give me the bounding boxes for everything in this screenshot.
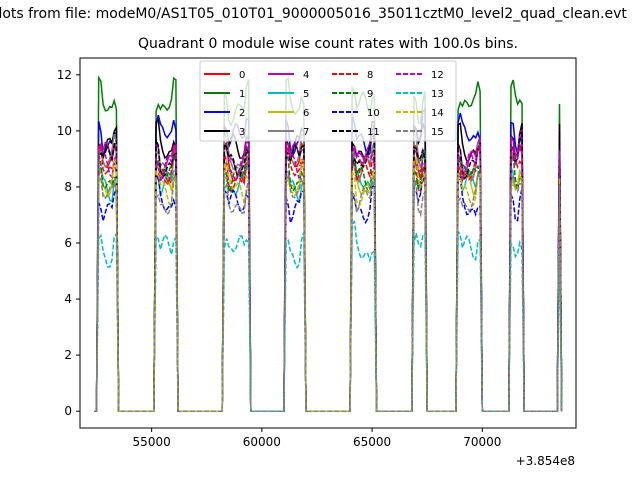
x-tick: 65000 [353, 428, 391, 449]
x-tick-label: 65000 [353, 435, 391, 449]
y-tick-label: 2 [64, 348, 72, 362]
series-layer [94, 75, 563, 412]
legend-label: 15 [431, 127, 444, 138]
legend-entry: 4 [268, 70, 309, 81]
legend-frame [199, 60, 457, 142]
x-tick-label: 70000 [463, 435, 501, 449]
x-tick: 60000 [243, 428, 281, 449]
legend-label: 5 [303, 89, 309, 100]
legend-label: 12 [431, 70, 444, 81]
legend-label: 13 [431, 89, 444, 100]
chart-title: Quadrant 0 module wise count rates with … [138, 36, 518, 52]
legend-entry: 8 [332, 70, 373, 81]
legend-entry: 10 [332, 108, 380, 119]
y-tick-label: 4 [64, 292, 72, 306]
legend-entry: 7 [268, 127, 309, 138]
legend-label: 1 [239, 89, 245, 100]
legend-entry: 11 [332, 127, 380, 138]
legend-label: 9 [367, 89, 373, 100]
legend-entry: 1 [204, 89, 245, 100]
x-axis: 55000 60000 65000 70000 [133, 428, 501, 449]
legend-label: 14 [431, 108, 444, 119]
x-tick-label: 55000 [133, 435, 171, 449]
x-tick: 70000 [463, 428, 501, 449]
legend-label: 4 [303, 70, 309, 81]
legend-label: 6 [303, 108, 309, 119]
legend-label: 3 [239, 127, 245, 138]
legend-label: 7 [303, 127, 309, 138]
x-tick-label: 60000 [243, 435, 281, 449]
legend-entry: 9 [332, 89, 373, 100]
legend-entry: 5 [268, 89, 309, 100]
legend-entry: 0 [204, 70, 245, 81]
y-tick-label: 6 [64, 236, 72, 250]
y-tick: 0 [64, 404, 80, 418]
y-tick-label: 0 [64, 404, 72, 418]
legend-entry: 2 [204, 108, 245, 119]
legend-label: 8 [367, 70, 373, 81]
series-line-15 [94, 170, 563, 412]
legend-entry: 15 [396, 127, 444, 138]
y-tick: 6 [64, 236, 80, 250]
x-tick: 55000 [133, 428, 171, 449]
legend-label: 11 [367, 127, 380, 138]
legend-label: 2 [239, 108, 245, 119]
legend-label: 10 [367, 108, 380, 119]
y-tick: 2 [64, 348, 80, 362]
legend-entry: 13 [396, 89, 444, 100]
legend-entry: 12 [396, 70, 444, 81]
y-tick: 8 [64, 180, 80, 194]
legend-entry: 3 [204, 127, 245, 138]
x-offset-text: +3.854e8 [516, 454, 575, 468]
legend-label: 0 [239, 70, 245, 81]
legend-entry: 6 [268, 108, 309, 119]
y-axis: 0 2 4 6 8 10 12 [57, 68, 80, 418]
y-tick-label: 8 [64, 180, 72, 194]
y-tick: 10 [57, 124, 80, 138]
figure-suptitle: Plots from file: modeM0/AS1T05_010T01_90… [0, 6, 627, 22]
y-tick-label: 10 [57, 124, 72, 138]
y-tick-label: 12 [57, 68, 72, 82]
legend-entry: 14 [396, 108, 444, 119]
y-tick: 12 [57, 68, 80, 82]
y-tick: 4 [64, 292, 80, 306]
